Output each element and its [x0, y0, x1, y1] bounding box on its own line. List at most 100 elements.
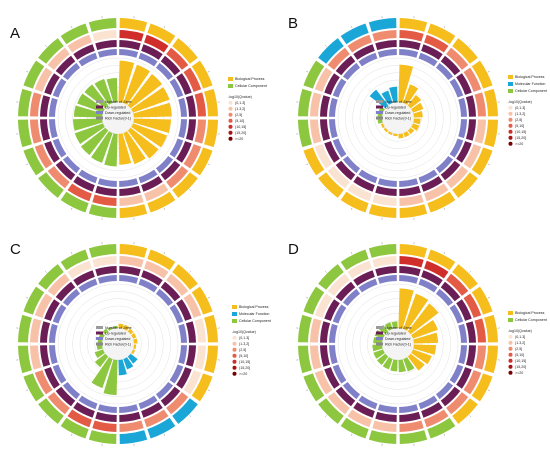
down-regulated-segment [169, 304, 184, 324]
qvalue-segment [310, 345, 322, 370]
rich-factor-bar [131, 349, 136, 355]
rich-factor-bar [373, 336, 383, 344]
down-regulated-segment [458, 345, 467, 365]
down-regulated-segment [155, 381, 174, 400]
down-regulated-segment [377, 178, 397, 187]
grid-circle [87, 313, 149, 375]
down-regulated-segment [138, 169, 158, 184]
qvalue-segment [424, 409, 449, 428]
rich-factor-bar [403, 131, 410, 138]
axis-tick [207, 389, 210, 391]
axis-tick [351, 433, 353, 436]
category-segment [298, 88, 312, 117]
grid-circle [79, 79, 157, 157]
qvalue-segment [67, 183, 92, 202]
down-regulated-segment [449, 304, 464, 324]
qvalue-segment [310, 119, 322, 144]
down-regulated-segment [178, 323, 187, 343]
rich-factor-bar [380, 123, 385, 129]
category-segment [18, 314, 32, 343]
up-regulated-segment [119, 185, 141, 196]
up-regulated-segment [375, 266, 397, 277]
down-regulated-segment [178, 119, 187, 139]
legend-swatch [96, 105, 103, 109]
category-segment [147, 23, 176, 45]
rich-factor-bar [413, 344, 436, 355]
rich-factor-bar [403, 84, 419, 105]
legend-label: Down-regulated [385, 337, 410, 341]
category-segment [18, 119, 32, 148]
up-regulated-segment [353, 44, 375, 60]
rich-factor-bar [123, 324, 130, 331]
category-segment [147, 191, 176, 213]
up-regulated-segment [353, 176, 375, 192]
down-regulated-segment [332, 78, 347, 98]
legend-label: Down-regulated [385, 111, 410, 115]
up-regulated-segment [55, 281, 76, 302]
axis-tick [306, 297, 309, 299]
down-regulated-segment [399, 49, 419, 58]
qvalue-segment [474, 119, 486, 144]
rich-factor-bar [94, 78, 113, 105]
rich-factor-bar [118, 359, 127, 376]
legend-label: Rich Factor(0-1) [385, 116, 411, 120]
up-regulated-segment [55, 55, 76, 76]
up-regulated-segment [141, 270, 163, 286]
up-regulated-segment [320, 345, 331, 367]
axis-tick [207, 297, 210, 299]
qvalue-label: (5,10] [515, 124, 524, 128]
axis-tick [306, 71, 309, 73]
axis-tick [306, 389, 309, 391]
qvalue-segment [30, 345, 42, 370]
category-segment [484, 88, 498, 117]
down-regulated-segment [449, 138, 464, 158]
rich-factor-bar [398, 288, 414, 329]
qvalue-segment [314, 67, 333, 92]
category-segment [303, 60, 325, 89]
qvalue-label: (15,20] [239, 366, 250, 370]
qvalue-segment [144, 34, 169, 53]
panel-label: C [10, 241, 21, 258]
rich-factor-bar [391, 321, 398, 329]
category-segment [471, 373, 493, 402]
down-regulated-segment [435, 62, 454, 81]
grid-circle [337, 57, 459, 179]
rich-factor-bar [112, 325, 118, 329]
qvalue-swatch [228, 106, 233, 111]
grid-circle [337, 283, 459, 405]
down-regulated-segment [342, 381, 361, 400]
up-regulated-segment [95, 40, 117, 51]
up-regulated-segment [95, 185, 117, 196]
rich-factor-bar [74, 123, 105, 144]
qvalue-segment [474, 92, 486, 117]
category-segment [88, 18, 117, 32]
up-regulated-segment [375, 40, 397, 51]
category-segment [303, 147, 325, 176]
axis-tick [469, 271, 471, 273]
qvalue-swatch [508, 334, 513, 339]
axis-tick [45, 189, 47, 191]
up-regulated-segment [456, 141, 472, 163]
rich-factor-bar [127, 73, 163, 109]
rich-factor-bar [118, 133, 132, 165]
qvalue-segment [399, 194, 424, 206]
up-regulated-segment [335, 386, 356, 407]
grid-circle [65, 291, 171, 397]
down-regulated-segment [49, 119, 58, 139]
down-regulated-segment [155, 155, 174, 174]
up-regulated-segment [141, 176, 163, 192]
category-segment [23, 147, 45, 176]
down-regulated-segment [458, 97, 467, 117]
category-segment [60, 417, 89, 439]
legend-swatch [376, 342, 383, 346]
legend-label: Up-regulated [385, 331, 406, 335]
qvalue-segment [446, 47, 469, 70]
rich-factor-bar [413, 118, 421, 125]
down-regulated-segment [418, 278, 438, 293]
rich-factor-bar [123, 357, 134, 370]
qvalue-segment [194, 345, 206, 370]
down-regulated-segment [49, 97, 58, 117]
category-segment [452, 398, 478, 424]
down-regulated-segment [78, 395, 98, 410]
